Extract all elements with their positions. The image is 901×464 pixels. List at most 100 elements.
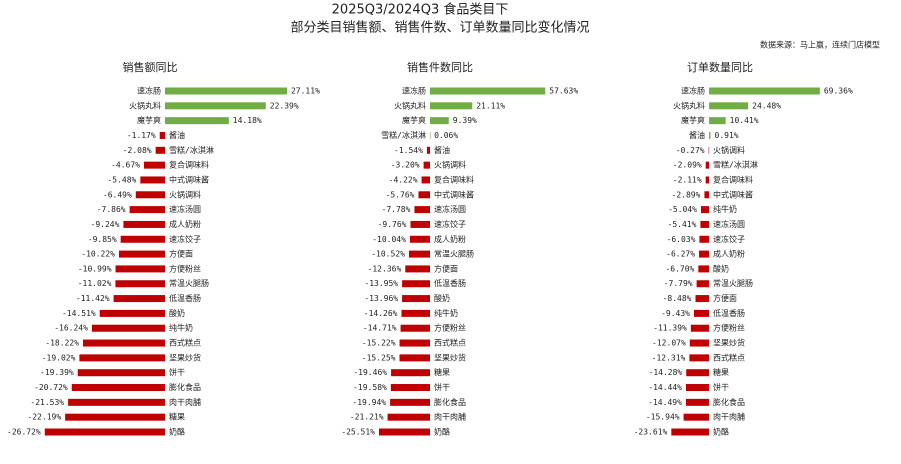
value-label: -10.04% (372, 235, 406, 244)
category-label: 成人奶粉 (169, 219, 201, 229)
value-label: -14.44% (648, 383, 682, 392)
bar (123, 220, 165, 228)
bar (402, 295, 430, 303)
category-label: 酸奶 (434, 293, 450, 303)
bar (400, 324, 430, 332)
category-label: 火锅丸料 (673, 100, 705, 110)
category-label: 低温香肠 (713, 308, 745, 318)
value-label: -19.46% (353, 368, 387, 377)
bar (405, 265, 430, 273)
bar (115, 265, 165, 273)
category-label: 肉干肉脯 (169, 397, 201, 407)
value-label: 27.11% (291, 87, 320, 96)
value-label: -5.48% (107, 175, 136, 184)
bar (410, 220, 430, 228)
value-label: -13.96% (364, 294, 398, 303)
category-label: 雪糕/冰淇淋 (381, 130, 426, 140)
category-label: 复合调味料 (434, 174, 474, 184)
category-label: 肉干肉脯 (713, 412, 745, 422)
bar (414, 206, 430, 214)
bar (159, 131, 165, 139)
bar (408, 250, 430, 258)
bar (696, 280, 710, 288)
value-label: -19.02% (42, 353, 76, 362)
category-label: 纯牛奶 (169, 323, 193, 333)
bar (77, 369, 165, 377)
value-label: -7.78% (382, 205, 411, 214)
value-label: -2.08% (123, 146, 152, 155)
category-label: 低温香肠 (434, 278, 466, 288)
value-label: -19.58% (353, 383, 387, 392)
bar (695, 295, 710, 303)
value-label: -1.17% (127, 131, 156, 140)
category-label: 方便面 (169, 249, 193, 259)
value-label: 21.11% (476, 101, 505, 110)
category-label: 速冻饺子 (434, 219, 466, 229)
category-label: 坚果炒货 (169, 352, 201, 362)
category-label: 奶酪 (713, 427, 729, 437)
category-label: 速冻汤圆 (169, 204, 201, 214)
category-label: 魔芋爽 (402, 115, 426, 125)
value-label: -13.95% (364, 279, 398, 288)
bar (387, 413, 430, 421)
category-label: 肉干肉脯 (434, 412, 466, 422)
bar (399, 339, 430, 347)
value-label: -9.43% (661, 309, 690, 318)
category-label: 饼干 (713, 382, 729, 392)
category-label: 雪糕/冰淇淋 (713, 160, 758, 170)
bar (402, 280, 430, 288)
value-label: -20.72% (34, 383, 68, 392)
value-label: -12.31% (652, 353, 686, 362)
category-label: 饼干 (434, 382, 450, 392)
value-label: 24.48% (752, 101, 781, 110)
value-label: -6.03% (667, 235, 696, 244)
bar (430, 131, 431, 139)
bar (391, 369, 430, 377)
value-label: -26.72% (7, 428, 41, 437)
category-label: 火锅调料 (169, 189, 201, 199)
bar (390, 398, 430, 406)
category-label: 膨化食品 (713, 397, 745, 407)
bar (700, 220, 710, 228)
value-label: -7.86% (97, 205, 126, 214)
bar (165, 87, 287, 95)
category-label: 复合调味料 (713, 174, 753, 184)
category-label: 膨化食品 (169, 382, 201, 392)
bar (705, 161, 710, 169)
bar (705, 176, 710, 184)
category-label: 常温火腿肠 (713, 279, 753, 288)
value-label: -1.54% (394, 146, 423, 155)
bar (430, 87, 546, 95)
bar (430, 117, 449, 125)
panel-title: 订单数量同比 (687, 61, 753, 74)
bar (423, 161, 430, 169)
value-label: -3.20% (391, 161, 420, 170)
value-label: -8.48% (663, 294, 692, 303)
value-label: 9.39% (453, 116, 477, 125)
value-label: -19.94% (352, 398, 386, 407)
bar (119, 250, 165, 258)
bar (709, 117, 726, 125)
category-label: 方便粉丝 (713, 323, 745, 333)
bar (693, 309, 710, 317)
category-label: 魔芋爽 (137, 115, 161, 125)
value-label: -2.09% (673, 161, 702, 170)
category-label: 火锅丸料 (394, 100, 426, 110)
value-label: -11.42% (76, 294, 110, 303)
category-label: 酸奶 (169, 308, 185, 318)
value-label: -10.22% (81, 250, 115, 259)
category-label: 成人奶粉 (434, 234, 466, 244)
bar (698, 265, 710, 273)
value-label: -10.99% (78, 264, 112, 273)
category-label: 方便粉丝 (169, 263, 201, 273)
value-label: -12.36% (368, 264, 402, 273)
category-label: 饼干 (169, 367, 185, 377)
category-label: 纯牛奶 (713, 204, 737, 214)
bar (683, 413, 710, 421)
bar (79, 354, 165, 362)
bar (421, 176, 430, 184)
category-label: 火锅调料 (434, 160, 466, 170)
bar (71, 384, 165, 392)
value-label: -12.07% (652, 339, 686, 348)
